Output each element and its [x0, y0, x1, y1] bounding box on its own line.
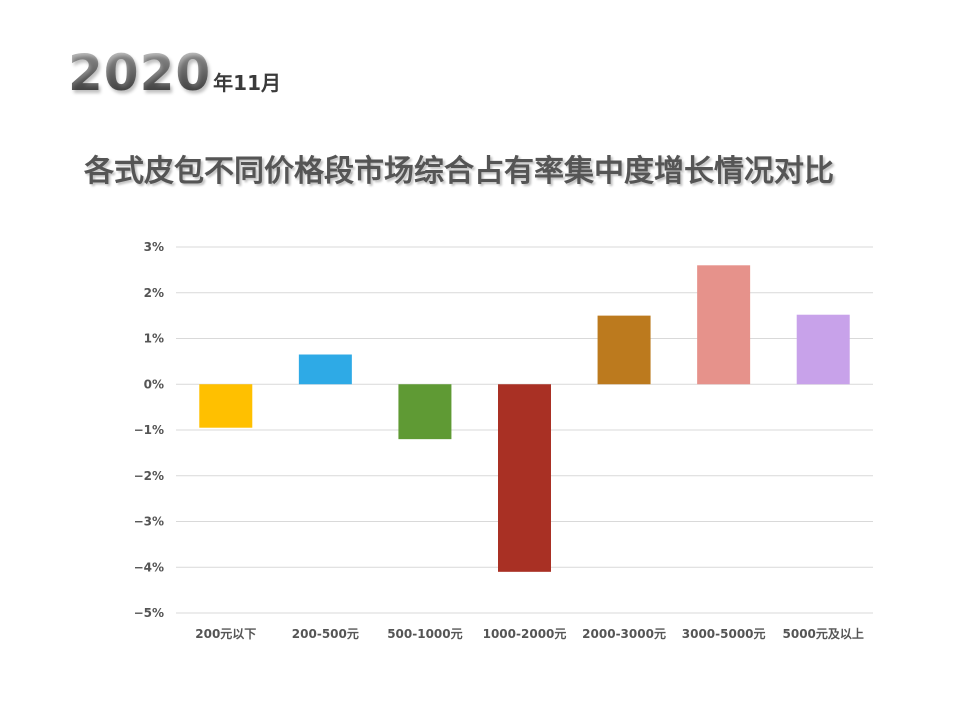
bar — [398, 384, 452, 440]
bar — [199, 384, 253, 428]
x-category-label: 500-1000元 — [387, 627, 462, 641]
y-tick-label: −4% — [134, 560, 164, 574]
bar — [298, 354, 352, 385]
bar — [498, 384, 551, 572]
x-category-label: 2000-3000元 — [582, 627, 666, 641]
y-tick-label: −1% — [134, 423, 164, 437]
y-tick-label: −3% — [134, 515, 164, 529]
report-month: 年11月 — [213, 71, 282, 95]
y-tick-label: 2% — [144, 286, 164, 300]
bar — [697, 265, 751, 385]
x-category-label: 200-500元 — [292, 627, 359, 641]
bar — [796, 314, 850, 385]
x-category-label: 1000-2000元 — [483, 627, 567, 641]
y-tick-label: 0% — [144, 377, 164, 391]
chart-title: 各式皮包不同价格段市场综合占有率集中度增长情况对比 — [84, 154, 834, 189]
y-tick-label: −5% — [134, 606, 164, 620]
y-tick-label: −2% — [134, 469, 164, 483]
bar — [597, 315, 651, 385]
x-category-label: 3000-5000元 — [682, 627, 766, 641]
x-category-label: 5000元及以上 — [783, 626, 864, 641]
y-tick-label: 1% — [144, 332, 164, 346]
x-category-label: 200元以下 — [195, 627, 256, 641]
report-date: 2020 年11月 — [68, 44, 281, 102]
report-year: 2020 — [68, 44, 212, 102]
y-tick-label: 3% — [144, 240, 164, 254]
